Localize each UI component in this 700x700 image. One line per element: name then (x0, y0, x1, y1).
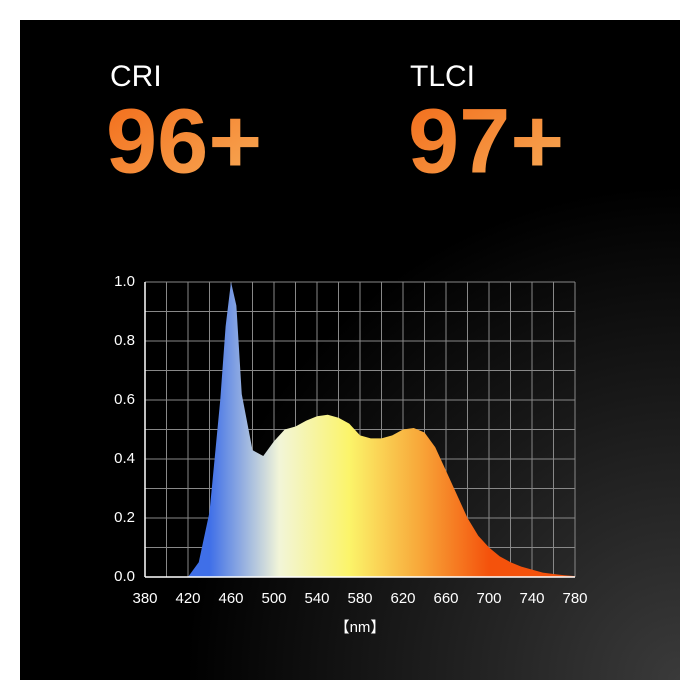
x-tick-label: 700 (476, 590, 501, 607)
x-tick-label: 780 (562, 590, 587, 607)
y-tick-label: 0.2 (114, 509, 135, 526)
x-tick-label: 380 (132, 590, 157, 607)
y-tick-label: 1.0 (114, 273, 135, 290)
x-tick-label: 420 (175, 590, 200, 607)
metric-label: CRI (110, 60, 162, 93)
spectrum-area (188, 282, 575, 577)
metric-value: 97+ (408, 90, 564, 192)
x-tick-label: 740 (519, 590, 544, 607)
x-tick-label: 540 (304, 590, 329, 607)
x-tick-label: 660 (433, 590, 458, 607)
metric-label: TLCI (410, 60, 475, 93)
x-axis-label: 【nm】 (335, 619, 386, 636)
x-tick-label: 580 (347, 590, 372, 607)
x-tick-label: 500 (261, 590, 286, 607)
chart: 0.0 0.2 0.4 0.6 0.8 1.0 380 420 460 500 540 580 620 6… (114, 273, 587, 607)
x-tick-label: 620 (390, 590, 415, 607)
x-tick-label: 460 (218, 590, 243, 607)
y-tick-label: 0.0 (114, 568, 135, 585)
metric-value: 96+ (106, 90, 262, 192)
y-tick-label: 0.4 (114, 450, 135, 467)
y-tick-label: 0.8 (114, 332, 135, 349)
y-tick-label: 0.6 (114, 391, 135, 408)
